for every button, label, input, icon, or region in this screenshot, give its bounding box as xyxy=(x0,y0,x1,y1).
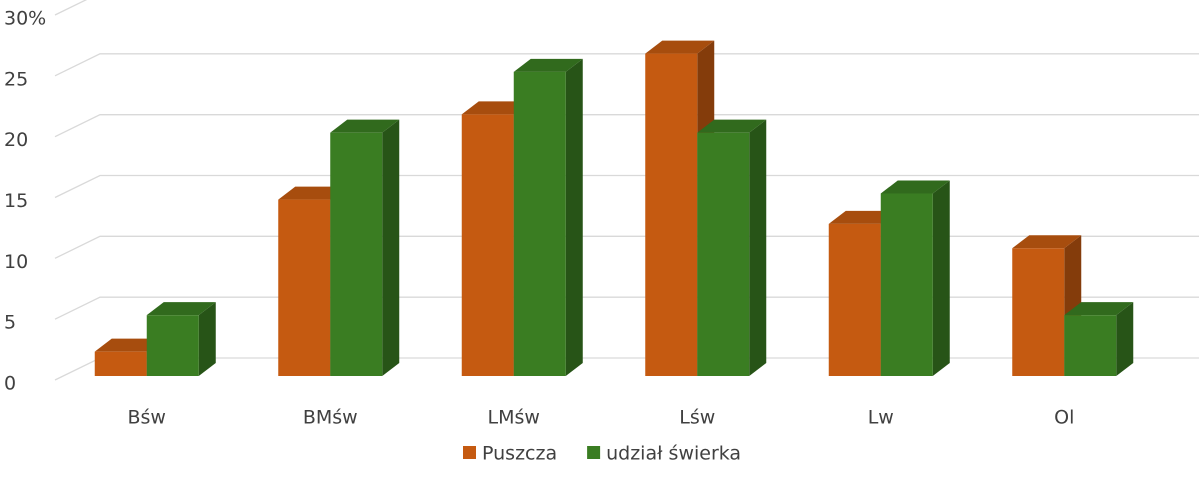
x-tick-label: LMśw xyxy=(488,407,540,429)
bar xyxy=(828,223,881,376)
bar-top xyxy=(1064,302,1134,316)
bar xyxy=(880,193,933,376)
bar-side xyxy=(932,180,950,376)
grid-line xyxy=(54,53,1199,77)
bar xyxy=(645,53,698,376)
legend-label: udział świerka xyxy=(606,443,741,465)
bar-top xyxy=(146,302,216,316)
y-tick-label: 10 xyxy=(4,251,28,273)
bar xyxy=(146,315,199,376)
bar-top xyxy=(461,101,531,115)
bar-top xyxy=(330,119,400,133)
grid-line xyxy=(54,0,88,16)
bar-side xyxy=(749,119,767,377)
bar xyxy=(94,351,147,376)
grid-line xyxy=(54,174,1199,199)
bar xyxy=(697,132,750,376)
x-tick-label: Lw xyxy=(868,407,894,429)
x-tick-label: Lśw xyxy=(679,407,715,429)
bar xyxy=(278,199,331,376)
grid-line xyxy=(54,114,1199,138)
bar xyxy=(1012,248,1065,376)
bar-top xyxy=(645,40,715,54)
bar-side xyxy=(198,302,216,376)
bar xyxy=(513,71,566,376)
x-tick-label: Ol xyxy=(1054,407,1074,429)
bar-side xyxy=(382,119,400,377)
bar-top xyxy=(94,338,164,352)
bar-side xyxy=(1116,302,1134,376)
y-tick-label: 15 xyxy=(4,190,28,212)
bar-side xyxy=(565,58,583,376)
bar-top xyxy=(513,58,583,72)
bar-top xyxy=(1012,235,1082,249)
x-tick-label: Bśw xyxy=(128,407,166,429)
x-tick-label: BMśw xyxy=(303,407,358,429)
bar-top xyxy=(278,186,348,200)
y-tick-label: 25 xyxy=(4,68,28,90)
y-tick-label: 30% xyxy=(4,8,46,30)
bar xyxy=(1064,315,1117,376)
legend-swatch xyxy=(463,446,476,459)
y-tick-label: 20 xyxy=(4,129,28,151)
legend-swatch xyxy=(587,446,601,459)
bar-top xyxy=(828,210,898,224)
y-tick-label: 5 xyxy=(4,312,16,334)
bar xyxy=(461,114,514,377)
y-tick-label: 0 xyxy=(4,373,16,395)
bar xyxy=(330,132,383,376)
legend-label: Puszcza xyxy=(482,443,557,465)
bar-top xyxy=(880,180,950,194)
bar-top xyxy=(697,119,767,133)
